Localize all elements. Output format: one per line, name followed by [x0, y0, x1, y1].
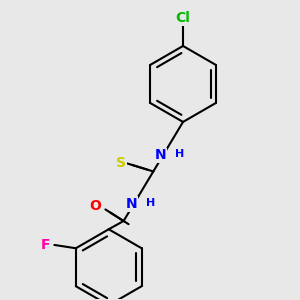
Text: O: O	[90, 199, 101, 213]
Text: Cl: Cl	[176, 11, 190, 25]
Text: H: H	[176, 149, 185, 159]
Text: F: F	[41, 238, 50, 252]
Text: N: N	[155, 148, 167, 162]
Text: H: H	[146, 198, 155, 208]
Text: S: S	[116, 156, 126, 170]
Text: N: N	[126, 197, 137, 211]
